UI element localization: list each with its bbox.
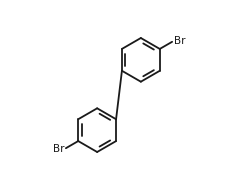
Text: Br: Br [174, 36, 185, 46]
Text: Br: Br [53, 144, 64, 154]
